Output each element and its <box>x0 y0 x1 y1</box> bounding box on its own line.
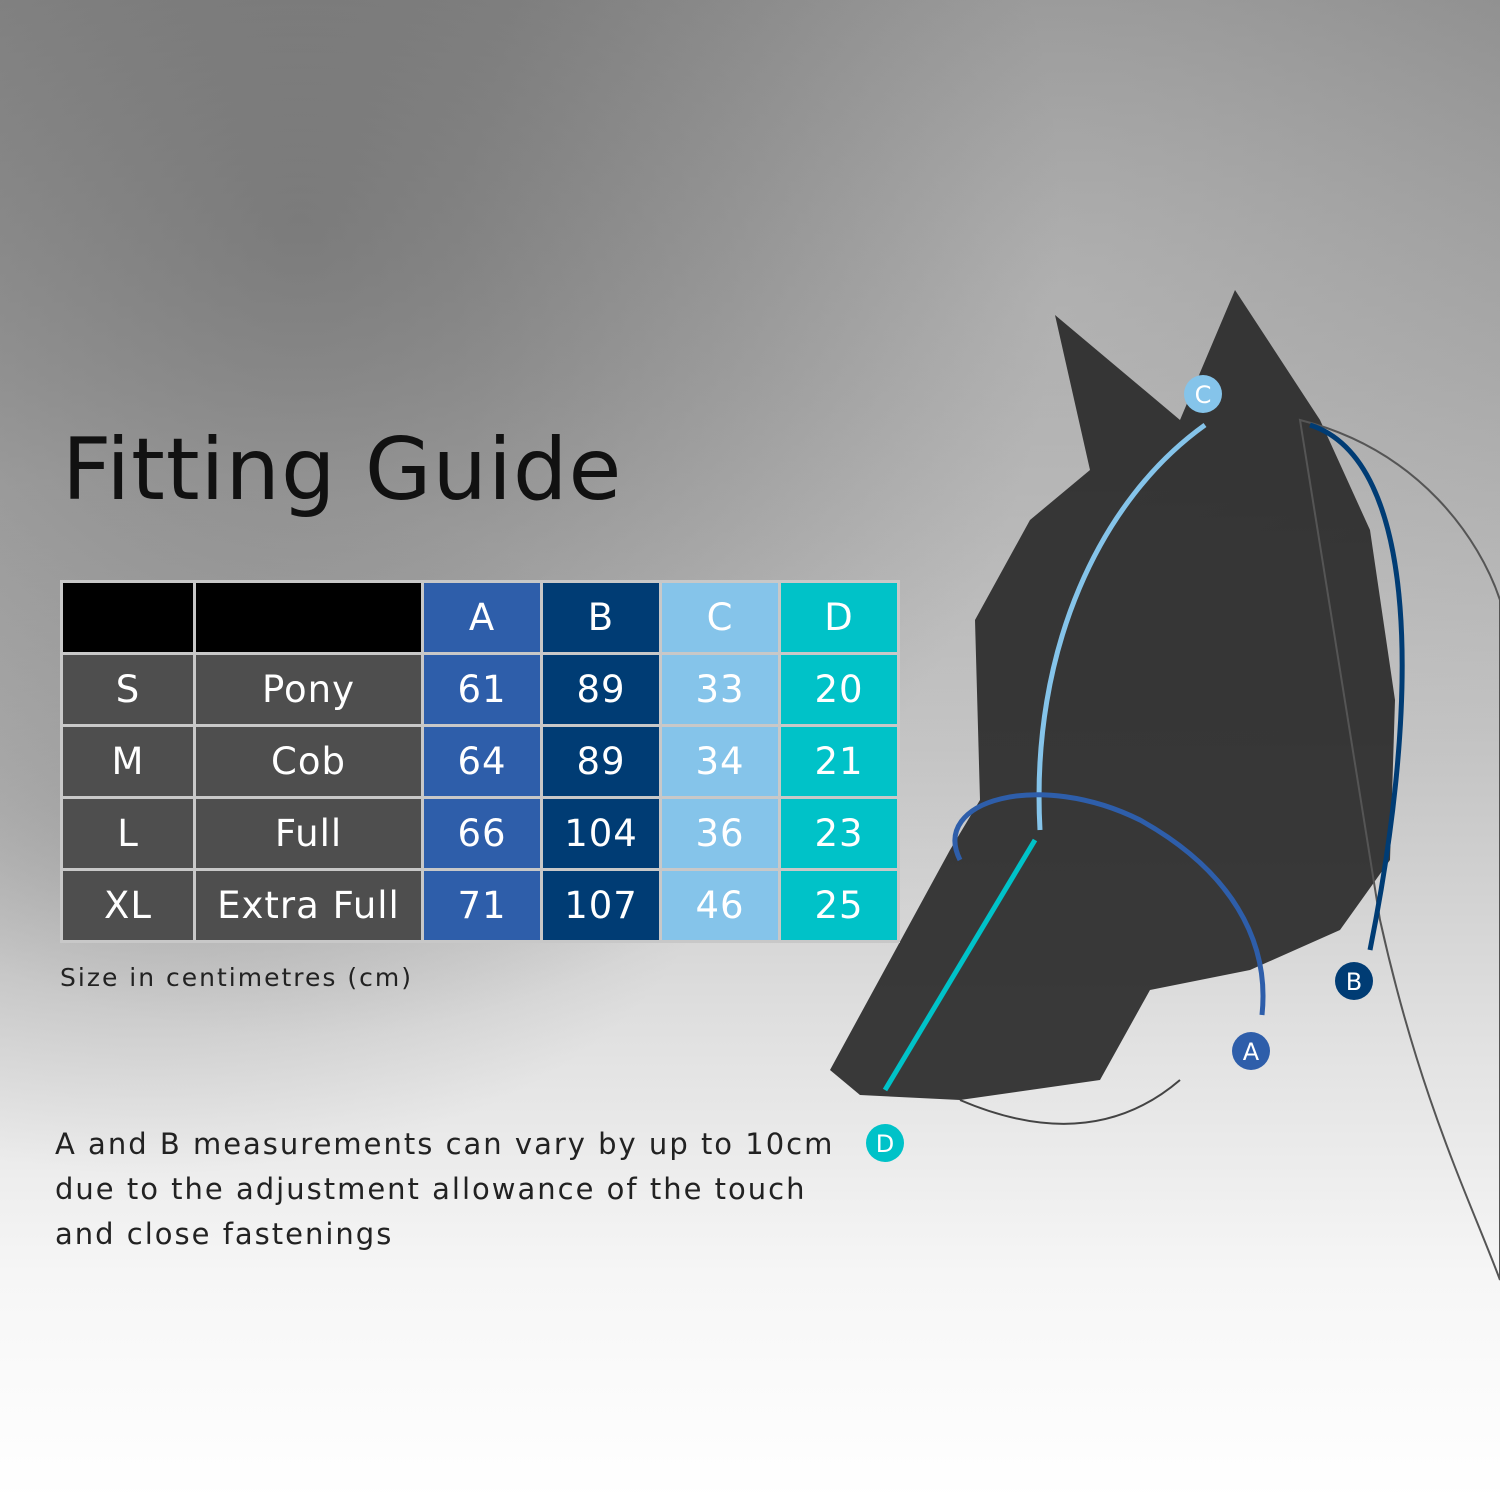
c-cell: 36 <box>662 799 778 868</box>
a-cell: 64 <box>424 727 540 796</box>
header-a: A <box>424 583 540 652</box>
b-cell: 107 <box>543 871 659 940</box>
svg-text:D: D <box>876 1130 894 1158</box>
page-title: Fitting Guide <box>62 420 623 520</box>
marker-c: C <box>1184 375 1222 413</box>
horse-head-illustration <box>830 290 1500 1281</box>
b-cell: 104 <box>543 799 659 868</box>
size-table: A B C D S Pony 61 89 33 20 M Cob 64 89 34 21 L Full… <box>60 580 900 943</box>
table-header-row: A B C D <box>63 583 897 652</box>
size-cell: XL <box>63 871 193 940</box>
table-row: S Pony 61 89 33 20 <box>63 655 897 724</box>
a-cell: 66 <box>424 799 540 868</box>
header-b: B <box>543 583 659 652</box>
type-cell: Extra Full <box>196 871 421 940</box>
size-cell: S <box>63 655 193 724</box>
footnote: A and B measurements can vary by up to 1… <box>55 1127 835 1251</box>
a-cell: 71 <box>424 871 540 940</box>
header-cell <box>196 583 421 652</box>
d-cell: 25 <box>781 871 897 940</box>
type-cell: Cob <box>196 727 421 796</box>
measure-d-arrow <box>882 838 1038 1092</box>
measure-a-arrow <box>952 792 1266 1016</box>
type-cell: Full <box>196 799 421 868</box>
svg-text:C: C <box>1195 381 1212 409</box>
table-row: XL Extra Full 71 107 46 25 <box>63 871 897 940</box>
marker-b: B <box>1335 962 1373 1000</box>
table-row: M Cob 64 89 34 21 <box>63 727 897 796</box>
type-cell: Pony <box>196 655 421 724</box>
b-cell: 89 <box>543 655 659 724</box>
c-cell: 33 <box>662 655 778 724</box>
d-cell: 23 <box>781 799 897 868</box>
b-cell: 89 <box>543 727 659 796</box>
units-note: Size in centimetres (cm) <box>60 963 413 992</box>
header-d: D <box>781 583 897 652</box>
header-c: C <box>662 583 778 652</box>
measure-c-arrow <box>1036 422 1207 831</box>
c-cell: 46 <box>662 871 778 940</box>
c-cell: 34 <box>662 727 778 796</box>
table-row: L Full 66 104 36 23 <box>63 799 897 868</box>
d-cell: 20 <box>781 655 897 724</box>
header-cell <box>63 583 193 652</box>
marker-d: D <box>866 1124 904 1162</box>
d-cell: 21 <box>781 727 897 796</box>
size-cell: M <box>63 727 193 796</box>
size-cell: L <box>63 799 193 868</box>
svg-text:B: B <box>1346 968 1362 996</box>
a-cell: 61 <box>424 655 540 724</box>
marker-a: A <box>1232 1032 1270 1070</box>
measure-b-arrow <box>1309 422 1405 951</box>
svg-text:A: A <box>1243 1038 1260 1066</box>
